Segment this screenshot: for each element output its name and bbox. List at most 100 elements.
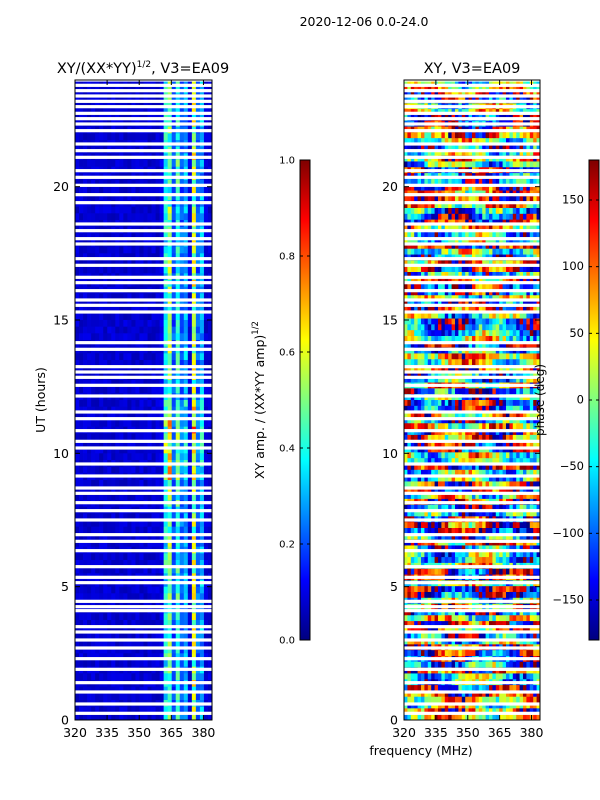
amplitude-cell [115,333,120,341]
phase-cell [441,85,446,93]
amplitude-cell [75,453,80,461]
amplitude-cell [203,593,209,601]
amplitude-colorbar-frame [299,159,311,641]
amplitude-cell [103,186,108,194]
amplitude-cell [167,366,173,374]
amplitude-cell [103,306,108,314]
amplitude-cell [119,593,124,601]
amplitude-cell [111,106,116,114]
amplitude-cell [203,366,209,374]
amplitude-cell [115,400,120,408]
amplitude-cell [111,586,116,594]
amplitude-cell [167,400,173,408]
amplitude-cell [107,686,112,694]
amplitude-cell [155,560,161,568]
phase-cell [512,231,517,238]
amplitude-cell [79,300,84,308]
amplitude-cell [75,80,80,88]
amplitude-cell [99,486,104,494]
amplitude-cell [143,613,148,621]
phase-cell [414,132,418,139]
amplitude-cell [99,406,104,414]
phase-cell [506,225,510,232]
amplitude-cell [179,206,185,214]
amplitude-cell [195,693,201,701]
phase-cell [512,266,517,273]
phase-cell [438,213,442,221]
amplitude-cell [175,540,181,548]
amplitude-cell [159,320,165,328]
amplitude-cell [131,453,136,461]
phase-cell [516,260,520,267]
amplitude-cell [83,593,88,601]
amplitude-cell [91,520,96,528]
amplitude-cell [83,713,88,721]
phase-cell [417,202,422,209]
amplitude-cell [191,260,197,268]
flagged-row [75,94,212,98]
amplitude-cell [175,640,181,648]
amplitude-cell [175,693,181,701]
y-tick-label: 5 [61,579,69,594]
amplitude-cell [147,300,152,308]
amplitude-cell [75,520,80,528]
amplitude-cell [203,420,209,428]
amplitude-cell [203,640,209,648]
amplitude-cell [143,693,148,701]
amplitude-cell [107,380,112,388]
amplitude-cell [155,686,161,694]
phase-cell [421,161,425,168]
amplitude-cell [83,553,88,561]
amplitude-cell [139,333,144,341]
amplitude-cell [79,413,84,421]
phase-cell [438,161,442,168]
amplitude-cell [127,480,132,488]
phase-cell [495,248,500,255]
amplitude-cell [123,466,128,474]
amplitude-cell [103,313,108,321]
amplitude-cell [119,480,124,488]
phase-cell [533,138,537,145]
amplitude-cell [127,326,132,334]
amplitude-cell [187,553,193,561]
amplitude-cell [175,713,181,721]
amplitude-cell [135,686,140,694]
amplitude-cell [203,466,209,474]
amplitude-cell [91,646,96,654]
amplitude-cell [107,313,112,321]
phase-cell [421,184,425,191]
amplitude-cell [111,193,116,201]
amplitude-cell [203,293,209,301]
phase-cell [495,260,500,267]
amplitude-cell [179,333,185,341]
phase-cell [448,260,452,267]
amplitude-cell [151,566,156,574]
phase-cell [458,178,463,186]
amplitude-cell [207,613,213,621]
amplitude-cell [127,260,132,268]
phase-cell [458,161,463,168]
amplitude-cell [179,706,185,714]
amplitude-cell [159,106,165,114]
amplitude-cell [111,406,116,414]
phase-cell [492,144,497,151]
amplitude-cell [163,453,169,461]
amplitude-cell [111,540,116,548]
amplitude-cell [131,106,136,114]
phase-cell [465,80,469,87]
amplitude-cell [87,313,92,321]
amplitude-cell [107,486,112,494]
flagged-row [75,237,212,241]
amplitude-cell [75,653,80,661]
amplitude-cell [199,366,205,374]
amplitude-cell [191,693,197,701]
amplitude-cell [203,486,209,494]
amplitude-cell [99,653,104,661]
amplitude-cell [103,180,108,188]
amplitude-cell [91,466,96,474]
amplitude-cell [123,213,128,221]
amplitude-cell [103,486,108,494]
amplitude-cell [131,633,136,641]
phase-cell [461,295,466,302]
amplitude-cell [151,633,156,641]
